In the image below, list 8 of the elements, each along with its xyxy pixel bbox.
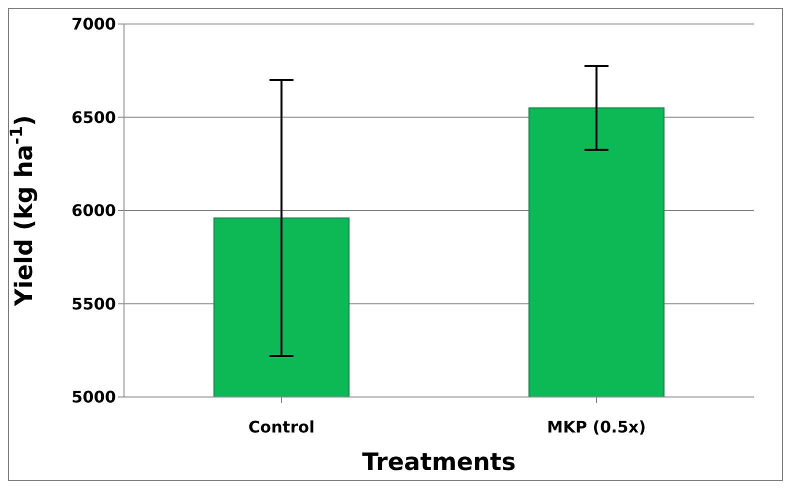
y-tick-label: 6000 <box>71 201 116 220</box>
y-tick-label: 5500 <box>71 294 116 314</box>
x-axis-title: Treatments <box>362 448 516 476</box>
y-tick-label: 7000 <box>71 14 116 34</box>
x-tick-label: MKP (0.5x) <box>547 417 646 436</box>
x-tick-label: Control <box>248 417 315 436</box>
y-tick-label: 6500 <box>71 108 116 127</box>
y-tick-label: 5000 <box>71 388 116 407</box>
